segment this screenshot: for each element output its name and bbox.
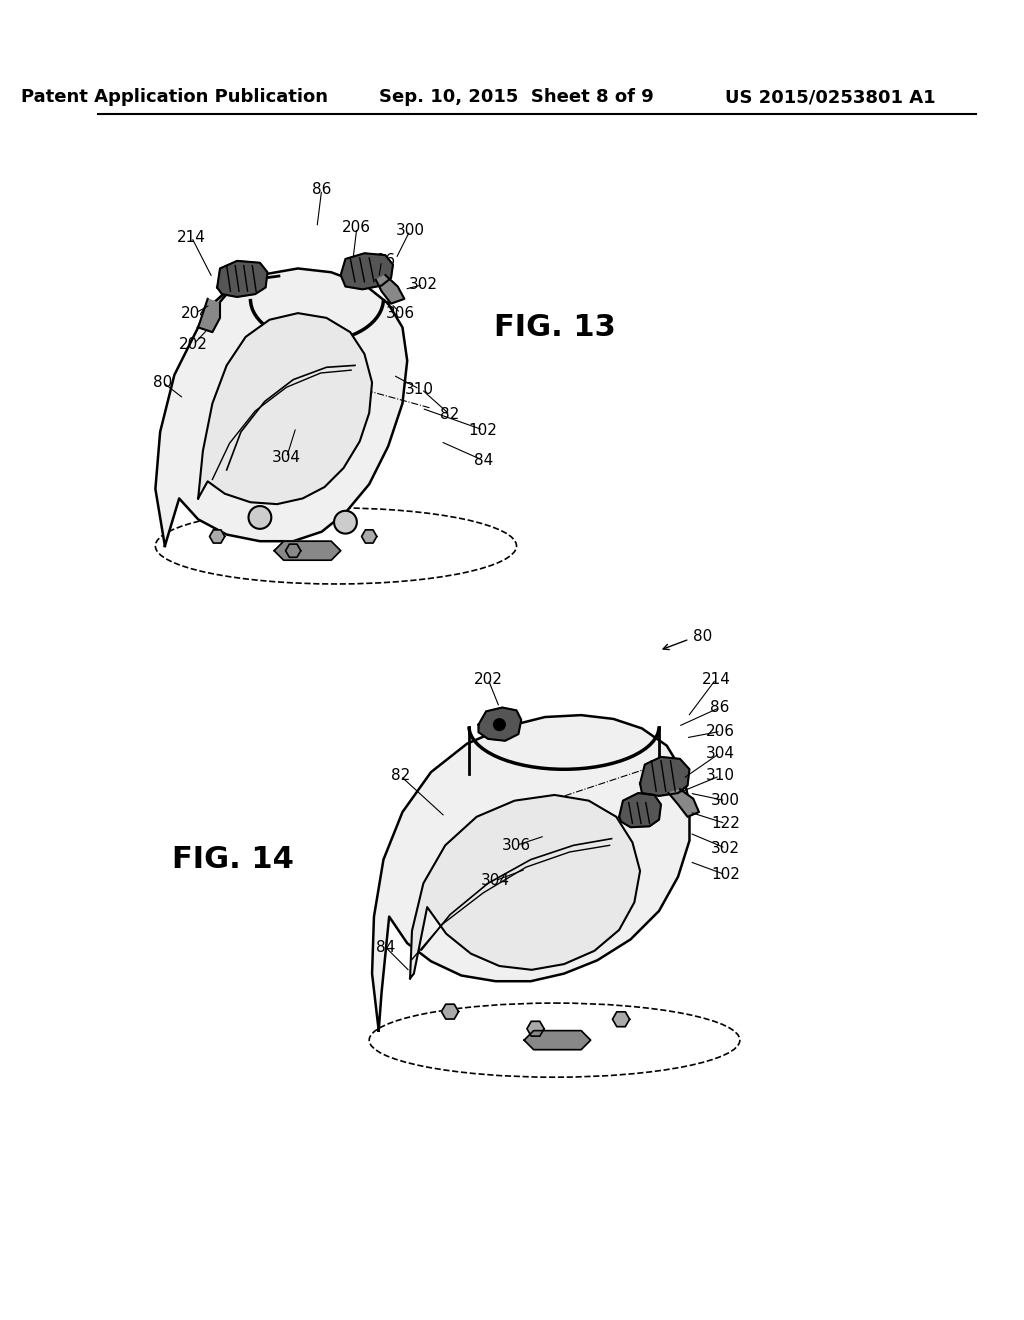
Circle shape — [249, 506, 271, 529]
Polygon shape — [361, 529, 377, 543]
Text: 102: 102 — [711, 867, 740, 882]
Text: Sep. 10, 2015  Sheet 8 of 9: Sep. 10, 2015 Sheet 8 of 9 — [379, 88, 654, 107]
Text: 306: 306 — [386, 306, 415, 321]
Text: 214: 214 — [177, 230, 206, 244]
Polygon shape — [372, 715, 689, 1031]
Circle shape — [334, 511, 356, 533]
Text: 84: 84 — [376, 940, 395, 954]
Text: 214: 214 — [701, 672, 730, 686]
Polygon shape — [478, 708, 521, 741]
Text: 310: 310 — [706, 768, 734, 784]
Text: US 2015/0253801 A1: US 2015/0253801 A1 — [725, 88, 936, 107]
Text: 102: 102 — [469, 422, 498, 437]
Polygon shape — [341, 253, 393, 289]
Text: 122: 122 — [711, 816, 740, 832]
Polygon shape — [156, 268, 408, 546]
Polygon shape — [376, 275, 404, 304]
Polygon shape — [640, 756, 689, 796]
Polygon shape — [620, 793, 660, 828]
Text: 82: 82 — [391, 768, 411, 784]
Text: Patent Application Publication: Patent Application Publication — [20, 88, 328, 107]
Text: 300: 300 — [711, 793, 740, 808]
Text: 202: 202 — [179, 337, 208, 352]
Text: 306: 306 — [502, 838, 531, 853]
Text: 206: 206 — [707, 723, 735, 739]
Polygon shape — [410, 795, 640, 978]
Text: 86: 86 — [312, 182, 332, 197]
Text: 304: 304 — [481, 873, 510, 888]
Text: 82: 82 — [440, 408, 460, 422]
Text: 202: 202 — [473, 672, 503, 686]
Text: 204: 204 — [181, 306, 210, 321]
Polygon shape — [210, 529, 224, 543]
Polygon shape — [199, 298, 220, 333]
Polygon shape — [524, 1031, 591, 1049]
Text: FIG. 13: FIG. 13 — [494, 313, 615, 342]
Polygon shape — [274, 541, 341, 560]
Text: 80: 80 — [154, 375, 173, 389]
Text: 86: 86 — [711, 700, 729, 715]
Text: 306: 306 — [367, 253, 396, 268]
Text: 206: 206 — [342, 220, 372, 235]
Text: 84: 84 — [474, 453, 493, 467]
Text: 80: 80 — [693, 628, 713, 644]
Polygon shape — [217, 261, 267, 297]
Polygon shape — [527, 1022, 544, 1036]
Polygon shape — [199, 313, 372, 504]
Text: 302: 302 — [711, 841, 740, 855]
Text: 302: 302 — [409, 277, 438, 292]
Polygon shape — [669, 789, 699, 817]
Text: 300: 300 — [395, 223, 425, 238]
Polygon shape — [286, 544, 301, 557]
Polygon shape — [441, 1005, 459, 1019]
Text: 304: 304 — [706, 746, 734, 760]
Circle shape — [494, 719, 505, 730]
Text: 304: 304 — [272, 450, 301, 465]
Text: 310: 310 — [406, 381, 434, 396]
Polygon shape — [612, 1012, 630, 1027]
Text: FIG. 14: FIG. 14 — [172, 845, 294, 874]
